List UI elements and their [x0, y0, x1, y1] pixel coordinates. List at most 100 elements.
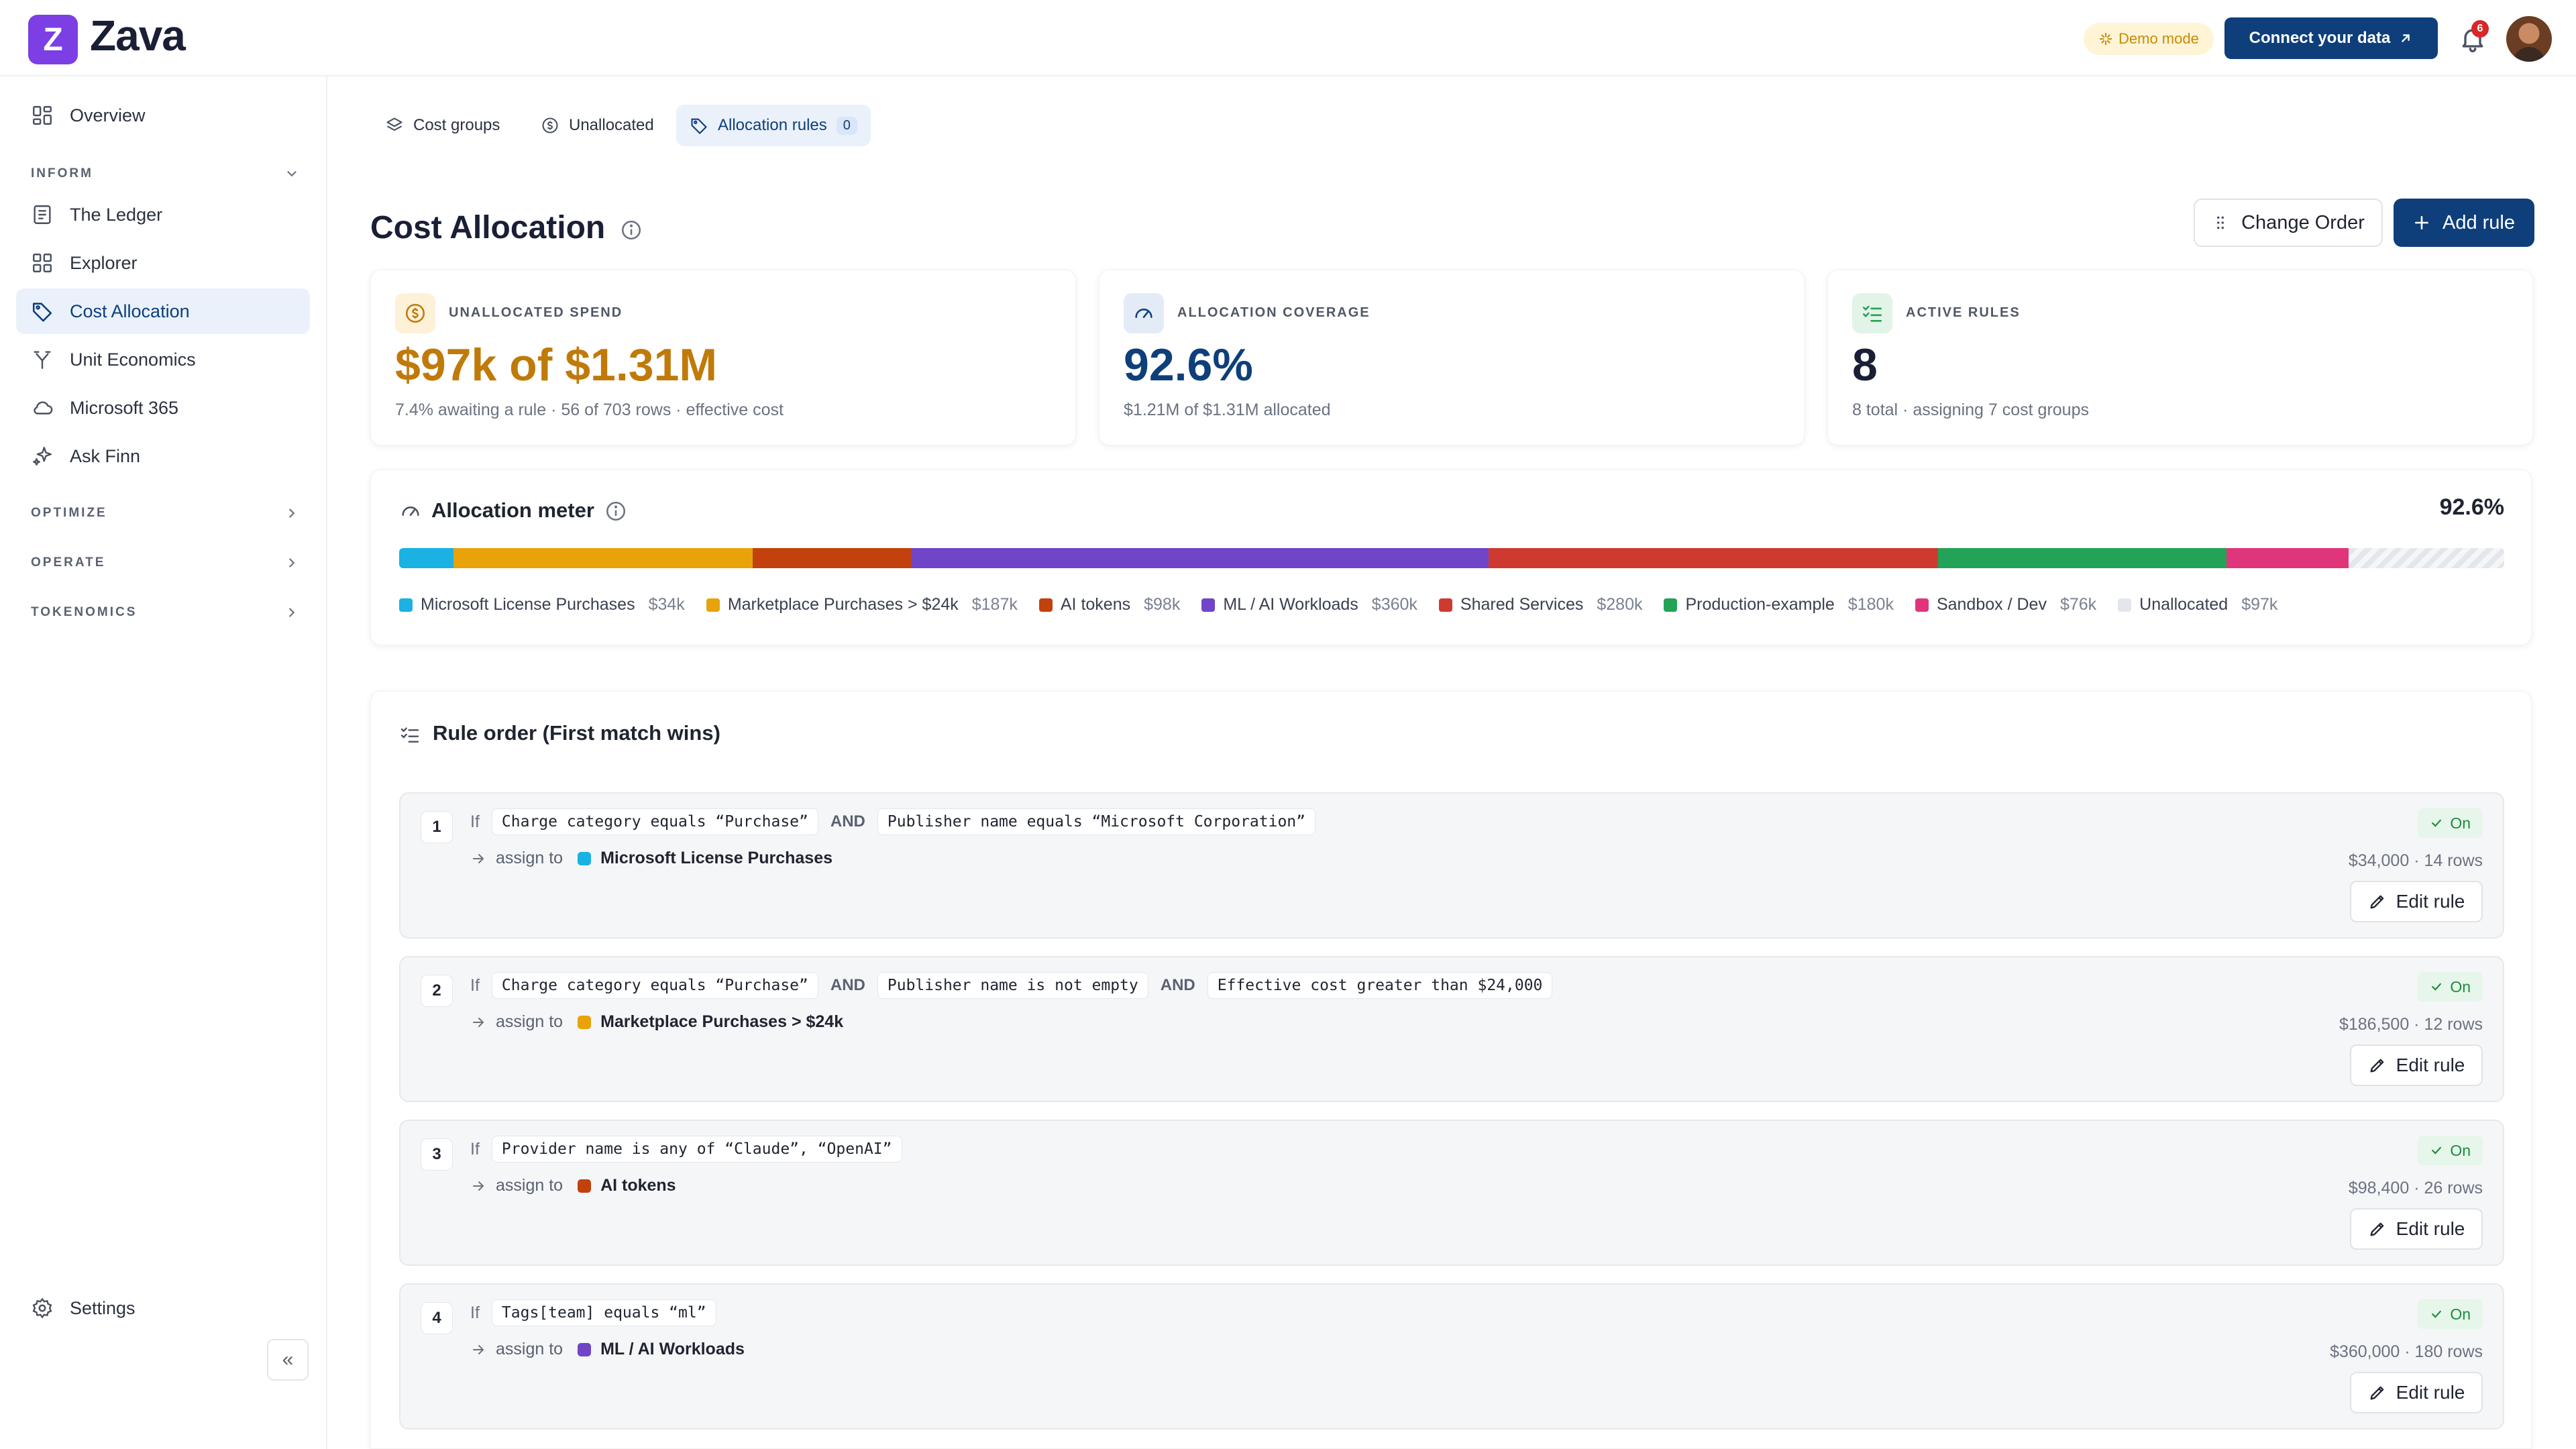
page-title: Cost Allocation [370, 210, 606, 246]
meter-segment[interactable] [453, 548, 753, 568]
legend-value: $187k [971, 595, 1018, 614]
sidebar-item-microsoft-365[interactable]: Microsoft 365 [16, 385, 310, 431]
legend-item[interactable]: Sandbox / Dev $76k [1915, 595, 2096, 614]
sidebar-item-label: Explorer [70, 252, 138, 273]
rule-row[interactable]: 1 If Charge category equals “Purchase” AND P… [399, 792, 2504, 938]
meter-segment[interactable] [1937, 548, 2227, 568]
legend-value: $280k [1597, 595, 1643, 614]
rule-status-toggle[interactable]: On [2418, 1299, 2483, 1329]
meter-segment[interactable] [1488, 548, 1938, 568]
legend-label: Marketplace Purchases > $24k [727, 595, 959, 614]
meter-segment[interactable] [2226, 548, 2349, 568]
meter-title: Allocation meter [431, 498, 594, 522]
cloud-icon [34, 401, 53, 415]
legend-item[interactable]: Marketplace Purchases > $24k $187k [706, 595, 1018, 614]
rule-number: 3 [421, 1138, 453, 1171]
edit-rule-button[interactable]: Edit rule [2350, 1044, 2483, 1086]
connect-data-button[interactable]: Connect your data [2224, 17, 2438, 59]
meter-segment[interactable] [753, 548, 911, 568]
condition-chip: Publisher name is not empty [877, 972, 1148, 999]
legend-label: ML / AI Workloads [1223, 595, 1358, 614]
check-icon [2432, 1310, 2442, 1318]
condition-chip: Effective cost greater than $24,000 [1207, 972, 1553, 999]
sidebar-item-cost-allocation[interactable]: Cost Allocation [16, 288, 310, 334]
sidebar-section-tokenomics[interactable]: TOKENOMICS [31, 605, 299, 620]
meter-bar [399, 548, 2504, 568]
legend-item[interactable]: ML / AI Workloads $360k [1201, 595, 1417, 614]
tag-icon [691, 118, 707, 134]
change-order-label: Change Order [2241, 211, 2365, 233]
sidebar-item-ask-finn[interactable]: Ask Finn [16, 433, 310, 479]
kpi-value: 92.6% [1124, 339, 1253, 390]
chevron-right-icon [289, 608, 295, 617]
legend-swatch [1438, 598, 1452, 612]
demo-mode-label: Demo mode [2118, 30, 2199, 47]
demo-mode-badge[interactable]: Demo mode [2084, 23, 2214, 55]
notification-count-badge: 6 [2471, 20, 2489, 38]
sidebar-section-inform[interactable]: INFORM [31, 166, 299, 181]
rule-status-toggle[interactable]: On [2418, 972, 2483, 1002]
layers-icon [386, 117, 402, 131]
sidebar-section-operate[interactable]: OPERATE [31, 555, 299, 570]
logo-mark[interactable]: Z [28, 15, 78, 64]
info-icon[interactable] [604, 500, 627, 523]
sidebar-section-optimize[interactable]: OPTIMIZE [31, 506, 299, 521]
check-icon [2432, 983, 2442, 991]
and-keyword: AND [830, 976, 865, 994]
change-order-button[interactable]: Change Order [2194, 199, 2383, 247]
kpi-value: $97k of $1.31M [395, 339, 718, 390]
legend-item[interactable]: Microsoft License Purchases $34k [399, 595, 685, 614]
add-rule-button[interactable]: Add rule [2394, 199, 2534, 247]
kpi-value: 8 [1852, 339, 1878, 390]
legend-item[interactable]: Unallocated $97k [2118, 595, 2277, 614]
legend-value: $180k [1847, 595, 1894, 614]
rule-status-toggle[interactable]: On [2418, 1136, 2483, 1165]
sidebar-item-explorer[interactable]: Explorer [16, 240, 310, 286]
checklist-icon [1862, 305, 1882, 322]
user-avatar[interactable] [2506, 16, 2552, 62]
tab-allocation-rules[interactable]: Allocation rules 0 [676, 105, 871, 146]
meter-segment[interactable] [2348, 548, 2504, 568]
rule-row[interactable]: 3 If Provider name is any of “Claude”, “Op… [399, 1120, 2504, 1266]
rule-status-toggle[interactable]: On [2418, 808, 2483, 838]
sidebar-item-label: Cost Allocation [70, 301, 190, 321]
brand-name[interactable]: Zava [90, 11, 186, 60]
chevron-down-icon [287, 171, 297, 177]
sparkle-icon [2099, 32, 2112, 46]
rule-amount-rows: $34,000 · 14 rows [2348, 851, 2483, 870]
tab-unallocated[interactable]: Unallocated [527, 105, 667, 146]
legend-item[interactable]: AI tokens $98k [1038, 595, 1181, 614]
pencil-icon [2370, 1222, 2383, 1236]
sidebar-item-settings[interactable]: Settings [16, 1285, 310, 1331]
legend-label: Sandbox / Dev [1936, 595, 2047, 614]
legend-value: $34k [648, 595, 685, 614]
status-label: On [2450, 1141, 2471, 1159]
if-keyword: If [470, 975, 480, 995]
legend-label: Unallocated [2139, 595, 2229, 614]
drag-handle-icon [2217, 216, 2224, 229]
legend-item[interactable]: Shared Services $280k [1438, 595, 1643, 614]
status-label: On [2450, 1305, 2471, 1323]
sidebar-item-ledger[interactable]: The Ledger [16, 192, 310, 237]
legend-value: $98k [1144, 595, 1181, 614]
tab-label: Cost groups [413, 116, 500, 134]
edit-rule-button[interactable]: Edit rule [2350, 1372, 2483, 1413]
rule-row[interactable]: 4 If Tags[team] equals “ml” assign to ML / A… [399, 1283, 2504, 1430]
arrow-up-right-icon [2402, 34, 2410, 42]
kpi-card-allocation-coverage: ALLOCATION COVERAGE 92.6% $1.21M of $1.3… [1099, 270, 1805, 445]
assign-keyword: assign to [496, 1012, 564, 1031]
info-icon[interactable] [620, 219, 643, 241]
collapse-sidebar-button[interactable]: « [267, 1339, 309, 1381]
rule-conditions: If Charge category equals “Purchase” AND Pu… [470, 972, 1553, 999]
meter-segment[interactable] [399, 548, 454, 568]
legend-swatch [399, 598, 413, 612]
legend-item[interactable]: Production-example $180k [1664, 595, 1894, 614]
rule-row[interactable]: 2 If Charge category equals “Purchase” AND P… [399, 956, 2504, 1102]
sidebar-item-unit-economics[interactable]: Unit Economics [16, 337, 310, 382]
edit-rule-button[interactable]: Edit rule [2350, 1208, 2483, 1250]
sidebar-item-overview[interactable]: Overview [16, 93, 310, 138]
meter-segment[interactable] [910, 548, 1489, 568]
tab-cost-groups[interactable]: Cost groups [372, 105, 513, 146]
edit-rule-button[interactable]: Edit rule [2350, 881, 2483, 922]
gauge-icon [402, 506, 419, 516]
